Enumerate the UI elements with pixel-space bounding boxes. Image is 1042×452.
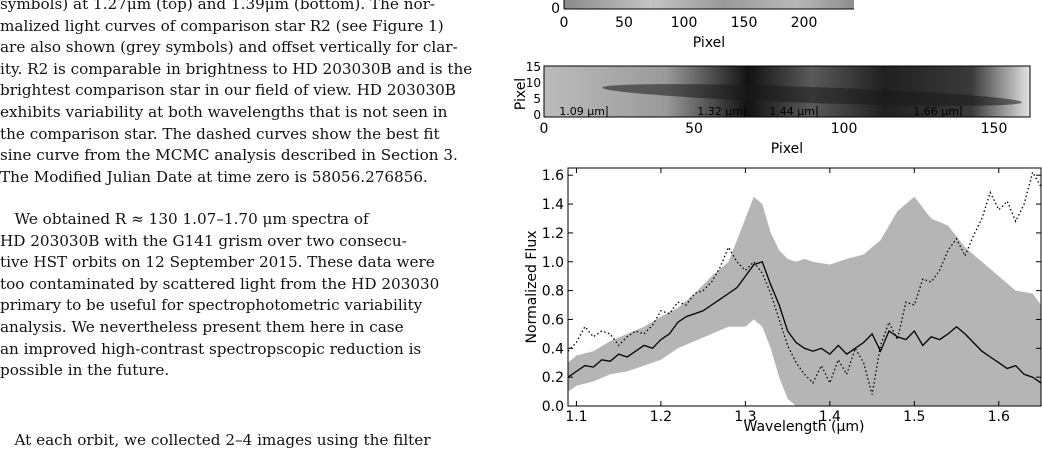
body-paragraph-start: At each orbit, we collected 2–4 images u… (0, 431, 431, 449)
figure-caption: symbols) at 1.27μm (top) and 1.39μm (bot… (0, 0, 472, 188)
svg-text:15: 15 (526, 60, 541, 74)
caption-line: exhibits variability at both wavelengths… (0, 102, 448, 121)
svg-text:0: 0 (533, 108, 541, 122)
svg-text:50: 50 (615, 15, 633, 31)
panel-image-trace: 15 10 5 0 Pixel 0 50 100 150 1.09 μm 1.32… (513, 60, 1031, 157)
axis-label-x: Pixel (693, 35, 725, 51)
annotation-label: 1.44 μm (769, 105, 815, 118)
y-tick-label: 0.0 (542, 399, 564, 415)
x-tick-label: 1.3 (734, 409, 756, 425)
body-paragraph: We obtained R ≈ 130 1.07–1.70 μm spectra… (0, 209, 439, 382)
spectrum-series (567, 170, 1042, 395)
caption-line: brightest comparison star in our field o… (0, 81, 456, 100)
spectrum-line-dotted (567, 170, 1042, 395)
caption-line: The Modified Julian Date at time zero is… (0, 167, 428, 186)
x-ticks: 1.1 1.2 1.3 1.4 1.5 1.6 (565, 168, 1010, 425)
x-tick-label: 1.2 (650, 409, 672, 425)
svg-text:150: 150 (981, 121, 1008, 137)
svg-text:100: 100 (831, 121, 858, 137)
x-tick-label: 1.5 (903, 409, 925, 425)
svg-text:150: 150 (731, 15, 758, 31)
svg-text:5: 5 (533, 92, 541, 106)
axis-label-y: Normalized Flux (524, 231, 540, 344)
svg-text:200: 200 (791, 15, 818, 31)
axis-label-x: Wavelength (μm) (744, 419, 865, 435)
caption-line: malized light curves of comparison star … (0, 16, 444, 35)
svg-text:100: 100 (671, 15, 698, 31)
panel-image-top: 0 0 50 100 150 200 Pixel (551, 0, 854, 51)
x-tick-label: 1.1 (565, 409, 587, 425)
wavelength-annotations: 1.09 μm 1.32 μm 1.44 μm 1.66 μm (559, 105, 962, 118)
text-column: symbols) at 1.27μm (top) and 1.39μm (bot… (0, 0, 512, 449)
y-tick-label: 1.0 (542, 255, 564, 271)
body-line: tive HST orbits on 12 September 2015. Th… (0, 253, 435, 272)
y-tick-label: 0.2 (542, 370, 564, 386)
y-tick-label: 0 (551, 1, 560, 17)
body-line: primary to be useful for spectrophotomet… (0, 296, 423, 315)
figure-column: 0 0 50 100 150 200 Pixel 15 10 5 0 Pixel (512, 0, 1042, 442)
caption-line: ity. R2 is comparable in brightness to H… (0, 59, 473, 78)
caption-line: the comparison star. The dashed curves s… (0, 124, 440, 143)
y-ticks: 0.0 0.2 0.4 0.6 0.8 1.0 1.2 1.4 1.6 (542, 168, 1041, 415)
image-strip-top (564, 0, 854, 9)
x-tick-label: 1.4 (819, 409, 841, 425)
body-line: possible in the future. (0, 361, 170, 380)
svg-text:10: 10 (526, 76, 541, 90)
uncertainty-band (568, 196, 1041, 406)
svg-text:0: 0 (560, 15, 569, 31)
x-tick-label: 0 50 100 150 (540, 121, 1008, 137)
y-tick-label: 0.6 (542, 312, 564, 328)
figure-panels: 0 0 50 100 150 200 Pixel 15 10 5 0 Pixel (513, 0, 1042, 435)
caption-line: symbols) at 1.27μm (top) and 1.39μm (bot… (0, 0, 436, 13)
uncertainty-band-area (568, 196, 1041, 406)
body-line: We obtained R ≈ 130 1.07–1.70 μm spectra… (0, 210, 369, 228)
svg-text:50: 50 (685, 121, 703, 137)
body-line: too contaminated by scattered light from… (0, 274, 440, 293)
caption-line: sine curve from the MCMC analysis descri… (0, 146, 458, 165)
panel-spectrum: 0.0 0.2 0.4 0.6 0.8 1.0 1.2 1.4 1.6 1.1 1.2 1.3 1.4… (524, 167, 1042, 435)
x-tick-label: 0 50 100 150 200 (560, 15, 818, 31)
plot-frame (567, 167, 1042, 407)
y-tick-label: 0.8 (542, 284, 564, 300)
y-tick-label: 15 10 5 0 (526, 60, 541, 122)
svg-text:0: 0 (540, 121, 549, 137)
body-line: an improved high-contrast spectropscopic… (0, 339, 422, 358)
axis-label-y: Pixel (513, 78, 529, 110)
annotation-label: 1.09 μm (559, 105, 605, 118)
x-tick-label: 1.6 (988, 409, 1010, 425)
body-line: analysis. We nevertheless present them h… (0, 317, 404, 336)
y-tick-label: 1.6 (542, 168, 564, 184)
spectrum-line-solid (567, 260, 1042, 384)
y-tick-label: 0.4 (542, 341, 564, 357)
y-tick-label: 1.4 (542, 197, 564, 213)
annotation-label: 1.32 μm (697, 105, 743, 118)
annotation-label: 1.66 μm (913, 105, 959, 118)
body-line: HD 203030B with the G141 grism over two … (0, 231, 407, 250)
caption-line: are also shown (grey symbols) and offset… (0, 38, 458, 57)
axis-label-x: Pixel (771, 141, 803, 157)
y-tick-label: 1.2 (542, 226, 564, 242)
